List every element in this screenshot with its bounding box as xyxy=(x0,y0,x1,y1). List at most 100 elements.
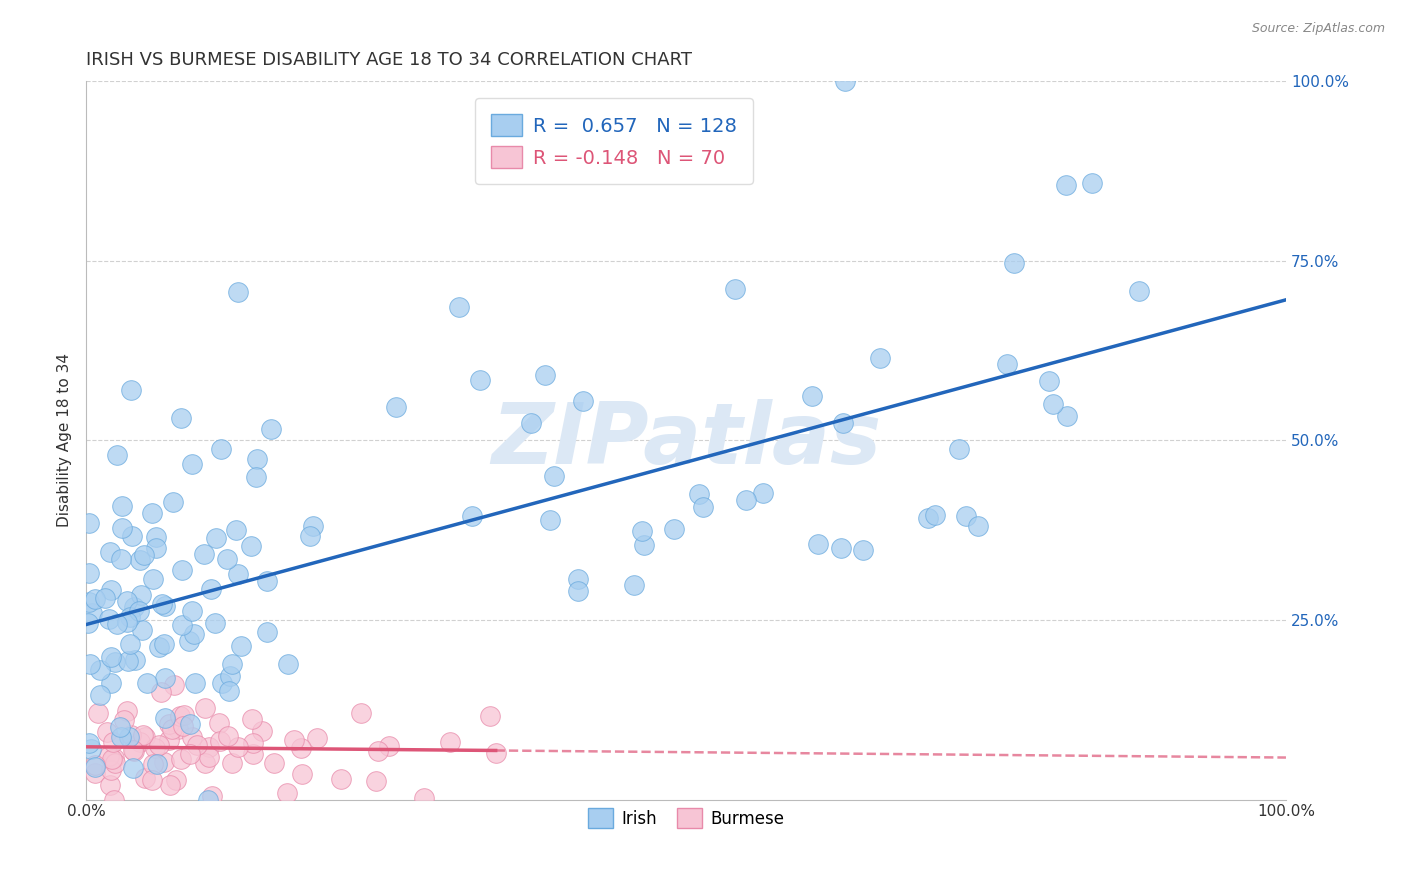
Point xyxy=(955,509,977,524)
Point xyxy=(209,734,232,748)
Point xyxy=(219,669,242,683)
Point xyxy=(104,655,127,669)
Point xyxy=(129,735,152,749)
Point xyxy=(153,637,176,651)
Point xyxy=(276,786,298,800)
Point xyxy=(121,529,143,543)
Point xyxy=(153,599,176,614)
Point xyxy=(198,740,221,755)
Point xyxy=(800,389,823,403)
Point xyxy=(77,516,100,531)
Point xyxy=(157,732,180,747)
Point xyxy=(194,701,217,715)
Point xyxy=(1056,409,1078,424)
Point xyxy=(181,457,204,471)
Point xyxy=(1054,178,1077,192)
Point xyxy=(221,657,243,671)
Point xyxy=(229,639,252,653)
Point xyxy=(183,627,205,641)
Point xyxy=(967,518,990,533)
Point xyxy=(995,357,1018,371)
Point xyxy=(129,588,152,602)
Point xyxy=(198,750,221,764)
Point xyxy=(172,617,194,632)
Point xyxy=(917,510,939,524)
Point xyxy=(217,729,239,743)
Point xyxy=(94,591,117,605)
Point xyxy=(157,717,180,731)
Point xyxy=(245,469,267,483)
Point xyxy=(852,542,875,557)
Point xyxy=(118,609,141,624)
Point xyxy=(143,740,166,755)
Point xyxy=(631,524,654,539)
Point xyxy=(193,547,215,561)
Point xyxy=(184,676,207,690)
Point xyxy=(120,728,142,742)
Text: ZIPatlas: ZIPatlas xyxy=(491,399,882,482)
Point xyxy=(98,545,121,559)
Point xyxy=(217,552,239,566)
Point xyxy=(167,723,190,737)
Point xyxy=(260,422,283,436)
Point xyxy=(110,730,132,744)
Point xyxy=(100,649,122,664)
Point xyxy=(128,553,150,567)
Point xyxy=(948,442,970,456)
Text: IRISH VS BURMESE DISABILITY AGE 18 TO 34 CORRELATION CHART: IRISH VS BURMESE DISABILITY AGE 18 TO 34… xyxy=(86,51,692,69)
Point xyxy=(302,518,325,533)
Point xyxy=(100,583,122,598)
Point xyxy=(173,708,195,723)
Point xyxy=(330,772,353,786)
Point xyxy=(172,719,194,733)
Point xyxy=(132,549,155,563)
Point xyxy=(209,442,232,456)
Point xyxy=(834,74,856,88)
Point xyxy=(186,739,208,753)
Point xyxy=(146,756,169,771)
Point xyxy=(159,778,181,792)
Point xyxy=(148,738,170,752)
Point xyxy=(228,567,250,582)
Point xyxy=(623,578,645,592)
Point xyxy=(84,766,107,780)
Point xyxy=(128,604,150,618)
Point xyxy=(218,683,240,698)
Point xyxy=(153,756,176,770)
Point xyxy=(239,539,262,553)
Text: Source: ZipAtlas.com: Source: ZipAtlas.com xyxy=(1251,22,1385,36)
Point xyxy=(412,791,434,805)
Point xyxy=(142,756,165,771)
Point xyxy=(290,767,312,781)
Point xyxy=(179,717,201,731)
Point xyxy=(89,664,111,678)
Point xyxy=(478,708,501,723)
Point xyxy=(101,752,124,766)
Point xyxy=(226,285,249,300)
Point xyxy=(121,742,143,756)
Point xyxy=(98,749,121,764)
Point xyxy=(256,625,278,640)
Point xyxy=(77,616,100,631)
Point xyxy=(256,574,278,589)
Point xyxy=(461,508,484,523)
Point xyxy=(225,523,247,537)
Point xyxy=(117,615,139,629)
Point xyxy=(124,599,146,614)
Point xyxy=(150,685,173,699)
Point xyxy=(752,486,775,500)
Point xyxy=(120,637,142,651)
Point xyxy=(1042,397,1064,411)
Point xyxy=(110,552,132,566)
Point xyxy=(688,487,710,501)
Point xyxy=(170,411,193,425)
Point xyxy=(101,735,124,749)
Point xyxy=(121,384,143,398)
Point xyxy=(170,752,193,766)
Point xyxy=(112,713,135,727)
Point xyxy=(204,531,226,545)
Point xyxy=(692,500,714,514)
Point xyxy=(1081,176,1104,190)
Point xyxy=(118,730,141,744)
Point xyxy=(242,736,264,750)
